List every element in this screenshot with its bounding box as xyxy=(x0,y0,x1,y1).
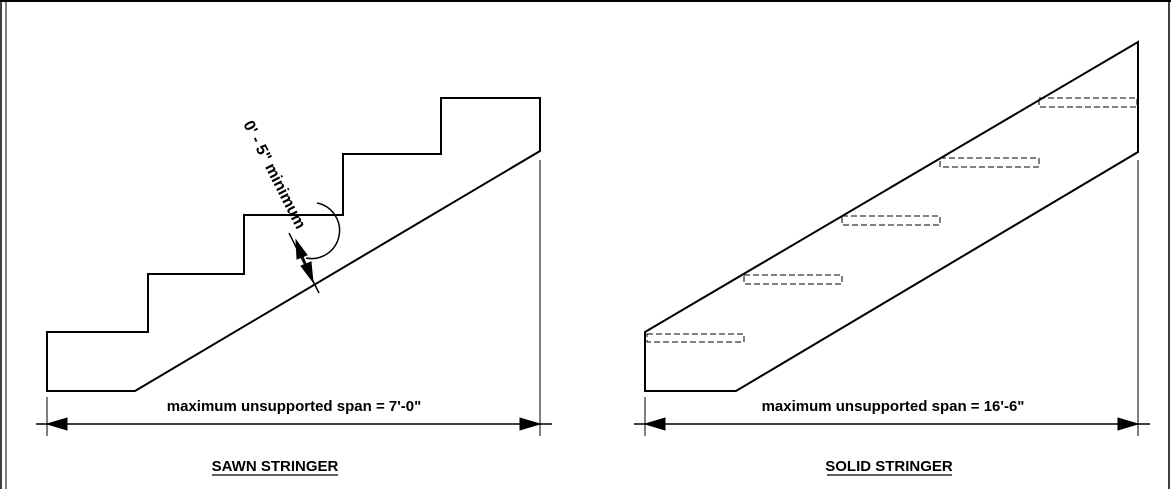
minimum-depth-dimension xyxy=(288,202,341,294)
dim-arrow-up xyxy=(295,238,308,260)
solid-stringer-outline xyxy=(644,40,1139,392)
span-arrow-left xyxy=(643,417,666,431)
sawn-stringer-detail: 0' - 5" minimum maximum unsupported span… xyxy=(36,97,552,476)
sawn-span-label: maximum unsupported span = 7'-0" xyxy=(167,398,421,415)
tread-cleat xyxy=(743,274,843,285)
tread-cleat xyxy=(841,215,941,226)
solid-stringer-title: SOLID STRINGER xyxy=(825,458,953,475)
tread-cleat xyxy=(939,157,1040,168)
tread-cleats xyxy=(646,97,1138,343)
leader-arc xyxy=(305,202,341,260)
span-arrow-right xyxy=(519,417,542,431)
solid-span-dimension xyxy=(634,160,1150,436)
solid-stringer-detail: maximum unsupported span = 16'-6" SOLID … xyxy=(634,40,1150,476)
span-arrow-right xyxy=(1117,417,1140,431)
sawn-stringer-outline xyxy=(46,97,541,392)
dim-arrow-down xyxy=(300,261,314,284)
solid-span-label: maximum unsupported span = 16'-6" xyxy=(762,398,1025,415)
sawn-stringer-title: SAWN STRINGER xyxy=(212,458,339,475)
tread-cleat xyxy=(646,333,745,343)
span-arrow-left xyxy=(45,417,68,431)
tread-cleat xyxy=(1038,97,1138,108)
sawn-span-dimension xyxy=(36,160,552,436)
